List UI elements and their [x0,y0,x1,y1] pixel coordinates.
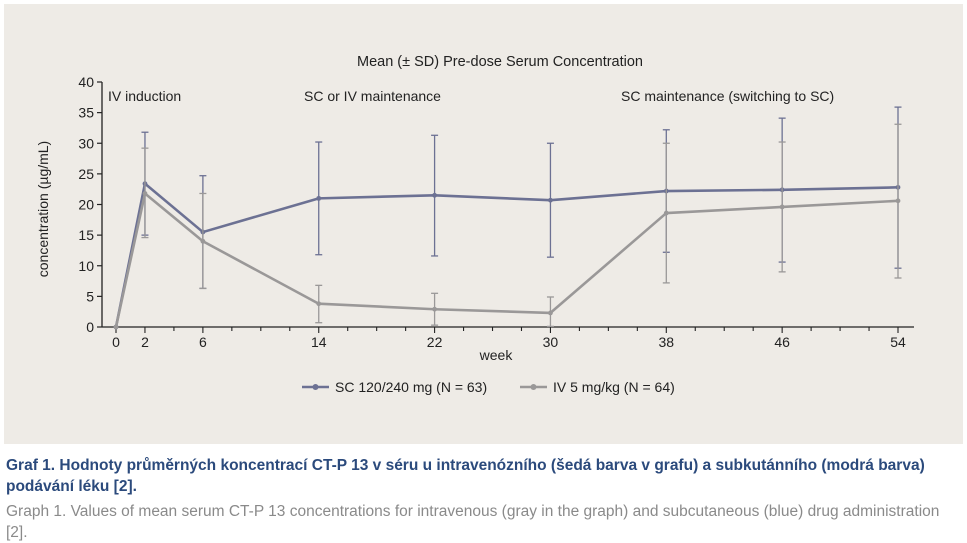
data-point [548,197,553,203]
legend-swatch-marker [530,384,537,390]
data-point [316,301,322,307]
data-point [895,198,901,204]
x-tick-label: 2 [141,334,149,350]
chart-title: Mean (± SD) Pre-dose Serum Concentration [357,54,643,70]
x-tick-label: 0 [112,334,120,350]
y-axis-label: concentration (µg/mL) [35,141,51,277]
series-line [114,192,899,328]
y-tick-label: 20 [78,197,94,213]
data-point [432,306,437,312]
data-point [779,204,785,210]
x-tick-label: 46 [774,334,790,350]
x-tick-label: 14 [311,334,327,350]
y-tick-label: 10 [78,258,94,274]
data-point [548,310,553,316]
y-tick-label: 15 [78,227,94,243]
phase-annotation: IV induction [108,88,181,104]
data-point [316,195,322,201]
data-point [113,324,119,330]
x-axis-label: week [479,347,514,363]
y-tick-label: 30 [78,135,94,151]
y-tick-label: 40 [78,74,94,90]
caption-english: Graph 1. Values of mean serum CT-P 13 co… [6,503,940,541]
caption-czech: Graf 1. Hodnoty průměrných koncentrací C… [6,457,925,495]
data-point [200,238,206,244]
phase-annotation: SC maintenance (switching to SC) [621,88,834,104]
x-tick-label: 6 [199,334,207,350]
x-tick-label: 30 [543,334,559,350]
legend-label: SC 120/240 mg (N = 63) [335,379,487,395]
phase-annotation: SC or IV maintenance [304,88,441,104]
legend-swatch-marker [312,384,319,390]
y-tick-label: 35 [78,105,94,121]
data-point [432,192,437,198]
y-tick-label: 0 [86,319,94,335]
chart-svg: Mean (± SD) Pre-dose Serum Concentration… [35,54,914,395]
chart-panel: Mean (± SD) Pre-dose Serum Concentration… [4,4,963,444]
x-tick-label: 22 [427,334,443,350]
x-tick-label: 38 [659,334,675,350]
x-tick-label: 54 [890,334,906,350]
y-tick-label: 25 [78,166,94,182]
legend-label: IV 5 mg/kg (N = 64) [553,379,675,395]
y-tick-label: 5 [86,288,94,304]
data-point [663,210,669,216]
data-point [142,191,148,196]
